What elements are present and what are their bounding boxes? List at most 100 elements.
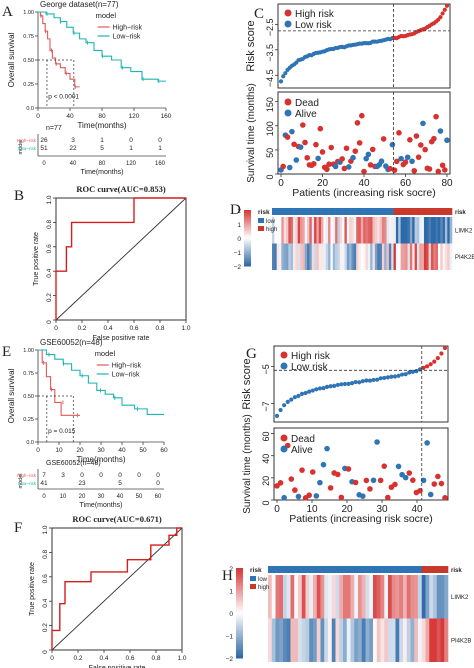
heatmap-cell — [373, 618, 378, 662]
risk-bar-cell — [379, 208, 383, 215]
survival-point — [377, 477, 384, 484]
survival-point — [385, 494, 391, 501]
y-tick-label: 0.4 — [46, 268, 53, 277]
heatmap-cell — [430, 243, 434, 270]
risk-bar-cell — [339, 566, 344, 573]
risk-table-x-tick: 120 — [126, 161, 137, 167]
survival-point — [327, 485, 334, 491]
survival-point — [402, 159, 409, 165]
roc-title: ROC curve(AUC=0.853) — [76, 184, 166, 194]
risk-score-point — [285, 399, 290, 404]
heatmap-cell — [271, 575, 276, 619]
heatmap-cell — [305, 575, 310, 619]
colorbar-segment — [236, 574, 243, 578]
risk-table-count: 0 — [156, 480, 160, 487]
y-tick-label: 150 — [265, 97, 275, 112]
colorbar-segment — [244, 253, 251, 256]
heatmap-cell — [300, 243, 303, 270]
risk-table-count: 0 — [80, 472, 84, 479]
risk-table-count: 0 — [156, 472, 160, 479]
colorbar-segment — [236, 653, 243, 657]
risk-bar-cell — [290, 566, 295, 573]
heatmap-cell — [350, 618, 355, 662]
survival-point — [431, 135, 437, 142]
colorbar-segment — [236, 608, 243, 612]
risk-score-point — [432, 359, 437, 364]
colorbar-segment — [236, 626, 243, 630]
heatmap-cell — [330, 217, 334, 244]
heatmap-cell — [402, 243, 406, 270]
heatmap-cell — [286, 618, 291, 662]
x-tick-label: 0.8 — [155, 325, 164, 332]
risk-bar-cell — [449, 208, 453, 215]
legend-label: High risk — [295, 9, 335, 20]
colorbar-segment — [236, 583, 243, 587]
risk-score-point — [407, 370, 412, 375]
risk-score-point — [442, 7, 447, 12]
survival-point — [391, 167, 398, 173]
y-tick-label: 40 — [261, 454, 271, 464]
roc-frame — [51, 527, 183, 651]
heatmap-cell — [442, 243, 446, 270]
colorbar-segment — [236, 635, 243, 639]
colorbar-segment — [244, 256, 251, 259]
risk-bar-cell — [419, 208, 422, 215]
heatmap-cell — [423, 217, 427, 244]
km-title: GSE60052(n=48) — [40, 338, 103, 347]
heatmap-cell — [414, 243, 418, 270]
x-tick-label: 120 — [129, 113, 140, 120]
colorbar-segment — [244, 245, 251, 247]
risk-bar-cell — [384, 566, 389, 573]
colorbar-segment — [244, 246, 251, 249]
heatmap-cell — [311, 243, 315, 270]
y-tick-label: 60 — [261, 432, 271, 442]
risk-bar-cell — [331, 566, 336, 573]
heatmap-cell — [276, 217, 280, 244]
survival-point — [326, 161, 332, 168]
survival-point — [284, 134, 291, 140]
heatmap-cell — [419, 243, 422, 270]
colorbar-label: −1 — [234, 250, 242, 257]
risk-score-point — [314, 387, 319, 392]
risk-bar-label: risk — [455, 210, 466, 216]
risk-bar-cell — [300, 208, 303, 215]
survival-point — [444, 137, 450, 144]
risk-table-count: 1 — [129, 145, 133, 152]
colorbar-segment — [236, 586, 243, 589]
risk-bar-cell — [416, 208, 420, 215]
survival-point — [291, 141, 297, 148]
risk-bar-cell — [391, 208, 394, 215]
heatmap-cell — [367, 243, 371, 270]
heatmap-cell — [342, 217, 345, 244]
risk-table-count: 1 — [100, 137, 104, 144]
heatmap-cell — [418, 618, 423, 662]
heatmap-cell — [353, 217, 357, 244]
heatmap-cell — [391, 618, 396, 662]
heatmap-cell — [314, 243, 317, 270]
y-tick-label: 1.0 — [46, 195, 53, 204]
heatmap-cell — [421, 618, 426, 662]
x-tick-label: 1.0 — [181, 325, 190, 332]
heatmap-cell — [314, 217, 317, 244]
colorbar-segment — [236, 651, 243, 654]
risk-table-count: 0 — [118, 472, 122, 479]
colorbar-segment — [244, 243, 251, 246]
x-tick-label: 0 — [278, 178, 284, 189]
heatmap-cell — [298, 575, 303, 619]
colorbar-segment — [244, 254, 251, 257]
risk-bar-cell — [279, 208, 282, 215]
panel-letter: F — [14, 520, 22, 536]
risk-score-point — [307, 389, 312, 394]
heatmap-cell — [391, 217, 394, 244]
heatmap-cell — [384, 243, 387, 270]
risk-bar-cell — [311, 208, 315, 215]
survival-point — [328, 144, 335, 151]
legend-label: Low risk — [291, 362, 329, 373]
x-tick-label: 0.2 — [77, 325, 86, 332]
heatmap-cell — [288, 217, 292, 244]
legend-label: High risk — [291, 351, 331, 362]
survival-point — [396, 130, 402, 136]
legend-dot — [280, 362, 288, 370]
heatmap-cell — [418, 575, 423, 619]
colorbar-segment — [244, 263, 251, 266]
